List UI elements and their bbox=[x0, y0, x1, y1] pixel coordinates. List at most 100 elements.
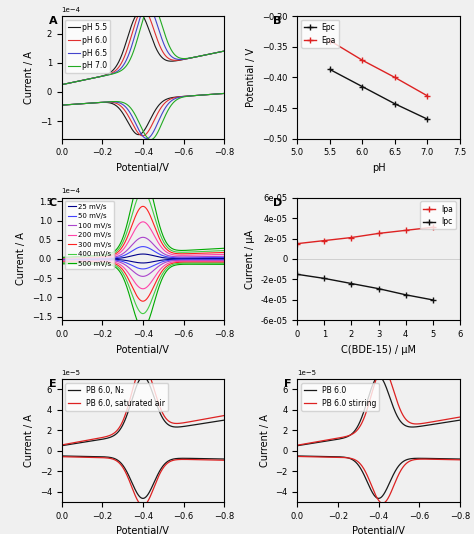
Epc bbox=[424, 116, 430, 122]
Line: PB 6.0, N₂: PB 6.0, N₂ bbox=[62, 376, 224, 446]
25 mV/s bbox=[221, 255, 227, 262]
500 mV/s bbox=[154, 209, 159, 216]
Line: pH 6.5: pH 6.5 bbox=[62, 6, 224, 85]
500 mV/s bbox=[163, 238, 168, 244]
PB 6.0 stirring bbox=[398, 408, 404, 414]
pH 6.5 bbox=[158, 32, 164, 38]
PB 6.0, saturated air bbox=[59, 442, 64, 448]
Legend: PB 6.0, N₂, PB 6.0, saturated air: PB 6.0, N₂, PB 6.0, saturated air bbox=[65, 383, 168, 411]
PB 6.0 stirring bbox=[304, 440, 310, 446]
Legend: Epc, Epa: Epc, Epa bbox=[301, 20, 339, 48]
200 mV/s bbox=[163, 248, 168, 254]
100 mV/s bbox=[221, 253, 227, 260]
PB 6.0, saturated air bbox=[182, 419, 188, 426]
400 mV/s bbox=[69, 254, 74, 261]
pH 6.5 bbox=[199, 52, 205, 59]
pH 6.5 bbox=[182, 56, 188, 62]
PB 6.0, saturated air bbox=[158, 405, 164, 412]
100 mV/s bbox=[154, 244, 159, 250]
PB 6.0, saturated air bbox=[199, 417, 205, 423]
Legend: Ipa, Ipc: Ipa, Ipc bbox=[420, 201, 456, 230]
500 mV/s bbox=[140, 169, 146, 176]
PB 6.0, saturated air bbox=[221, 412, 227, 419]
pH 6.5 bbox=[145, 3, 150, 9]
pH 7.0 bbox=[199, 52, 205, 59]
Ipc bbox=[321, 275, 327, 281]
Ipa bbox=[403, 227, 409, 233]
Text: E: E bbox=[49, 379, 56, 389]
Text: A: A bbox=[49, 16, 57, 26]
500 mV/s bbox=[221, 245, 227, 252]
300 mV/s bbox=[158, 237, 164, 244]
Epc bbox=[359, 83, 365, 90]
PB 6.0 stirring bbox=[294, 442, 300, 449]
Legend: 25 mV/s, 50 mV/s, 100 mV/s, 200 mV/s, 300 mV/s, 400 mV/s, 500 mV/s: 25 mV/s, 50 mV/s, 100 mV/s, 200 mV/s, 30… bbox=[65, 201, 114, 270]
400 mV/s bbox=[154, 219, 159, 226]
PB 6.0, N₂ bbox=[199, 420, 205, 427]
Line: 300 mV/s: 300 mV/s bbox=[62, 206, 224, 258]
100 mV/s bbox=[69, 255, 74, 262]
500 mV/s bbox=[199, 246, 205, 253]
50 mV/s bbox=[140, 244, 146, 250]
Line: Ipc: Ipc bbox=[294, 271, 436, 303]
Y-axis label: Current / A: Current / A bbox=[24, 51, 34, 104]
pH 7.0 bbox=[59, 82, 64, 88]
Line: Epa: Epa bbox=[326, 37, 431, 99]
Ipa bbox=[430, 224, 436, 231]
Line: pH 6.0: pH 6.0 bbox=[62, 10, 224, 85]
Ipa bbox=[376, 230, 382, 237]
500 mV/s bbox=[59, 254, 64, 261]
pH 7.0 bbox=[163, 33, 168, 39]
Ipc bbox=[348, 280, 354, 287]
PB 6.0, N₂ bbox=[221, 417, 227, 423]
Legend: PB 6.0, PB 6.0 stirring: PB 6.0, PB 6.0 stirring bbox=[301, 383, 379, 411]
pH 6.5 bbox=[154, 18, 159, 25]
PB 6.0 stirring bbox=[418, 420, 424, 427]
Ipc bbox=[294, 271, 300, 278]
X-axis label: Potential/V: Potential/V bbox=[352, 526, 405, 534]
pH 5.5 bbox=[182, 56, 188, 62]
pH 5.5 bbox=[163, 57, 168, 63]
25 mV/s bbox=[182, 255, 188, 262]
PB 6.0, N₂ bbox=[158, 411, 164, 417]
Text: D: D bbox=[273, 198, 282, 208]
Y-axis label: Potential / V: Potential / V bbox=[246, 48, 256, 107]
Ipc bbox=[403, 292, 409, 298]
Ipa bbox=[348, 234, 354, 241]
50 mV/s bbox=[69, 255, 74, 262]
PB 6.0, N₂ bbox=[163, 419, 168, 425]
Line: pH 7.0: pH 7.0 bbox=[62, 3, 224, 85]
PB 6.0 stirring bbox=[457, 414, 463, 420]
pH 5.5 bbox=[221, 48, 227, 54]
pH 5.5 bbox=[158, 52, 164, 59]
PB 6.0 stirring bbox=[389, 382, 395, 388]
Text: B: B bbox=[273, 16, 281, 26]
pH 7.0 bbox=[221, 48, 227, 54]
400 mV/s bbox=[59, 255, 64, 261]
X-axis label: Potential/V: Potential/V bbox=[117, 526, 169, 534]
300 mV/s bbox=[154, 227, 159, 234]
25 mV/s bbox=[158, 254, 164, 261]
pH 6.5 bbox=[59, 82, 64, 88]
100 mV/s bbox=[163, 252, 168, 258]
Ipc bbox=[430, 297, 436, 303]
Line: 500 mV/s: 500 mV/s bbox=[62, 172, 224, 257]
Epc bbox=[392, 100, 398, 107]
Line: 50 mV/s: 50 mV/s bbox=[62, 247, 224, 259]
Epa bbox=[392, 74, 398, 81]
200 mV/s bbox=[221, 251, 227, 257]
400 mV/s bbox=[163, 241, 168, 248]
25 mV/s bbox=[154, 253, 159, 260]
300 mV/s bbox=[59, 255, 64, 261]
500 mV/s bbox=[158, 225, 164, 232]
Line: Epc: Epc bbox=[326, 66, 431, 123]
200 mV/s bbox=[158, 243, 164, 249]
Line: 400 mV/s: 400 mV/s bbox=[62, 191, 224, 258]
Line: 25 mV/s: 25 mV/s bbox=[62, 254, 224, 259]
PB 6.0 stirring bbox=[435, 418, 440, 424]
pH 7.0 bbox=[148, 0, 154, 6]
Ipc bbox=[376, 286, 382, 292]
pH 6.5 bbox=[163, 44, 168, 51]
pH 7.0 bbox=[69, 80, 74, 86]
PB 6.0 bbox=[398, 419, 404, 425]
